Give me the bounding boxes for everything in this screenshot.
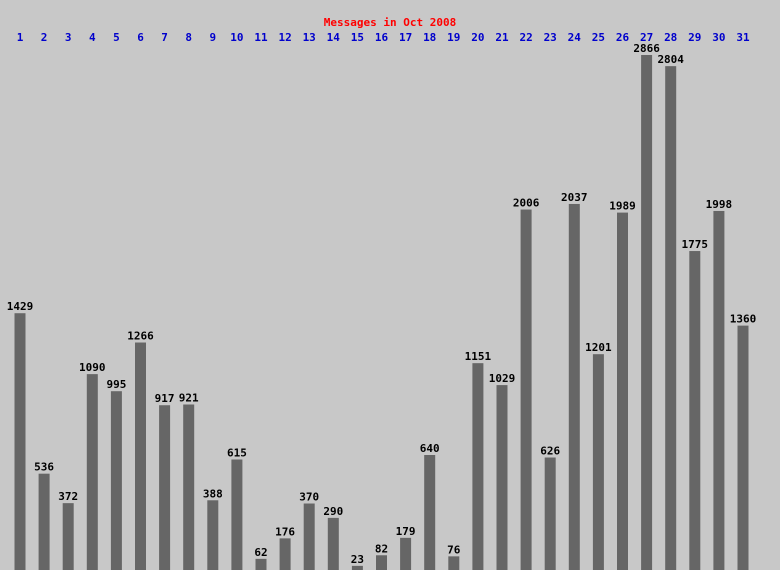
value-label: 2804 — [657, 53, 684, 66]
x-tick-label: 6 — [137, 31, 144, 44]
value-label: 1151 — [465, 350, 492, 363]
x-tick-label: 21 — [495, 31, 509, 44]
value-label: 23 — [351, 553, 364, 566]
bar — [279, 538, 291, 570]
bar — [327, 517, 339, 570]
value-label: 179 — [396, 525, 416, 538]
bar — [207, 500, 219, 570]
x-tick-label: 9 — [209, 31, 216, 44]
bar — [38, 473, 50, 570]
value-label: 921 — [179, 392, 199, 405]
bar — [592, 354, 604, 570]
value-label: 388 — [203, 487, 223, 500]
bar — [544, 457, 556, 570]
bar — [231, 459, 243, 570]
value-label: 615 — [227, 446, 247, 459]
x-tick-label: 10 — [230, 31, 243, 44]
x-tick-label: 28 — [664, 31, 677, 44]
bar — [737, 325, 749, 570]
bar — [496, 385, 508, 570]
bar — [135, 342, 146, 570]
x-tick-label: 11 — [254, 31, 268, 44]
value-label: 176 — [275, 525, 295, 538]
value-label: 76 — [447, 543, 461, 556]
x-tick-label: 20 — [471, 31, 484, 44]
value-label: 1029 — [489, 372, 516, 385]
bar — [448, 556, 460, 570]
value-label: 2866 — [633, 42, 660, 55]
value-label: 1989 — [609, 200, 636, 213]
x-tick-label: 4 — [89, 31, 96, 44]
value-label: 62 — [254, 546, 267, 559]
x-tick-label: 25 — [592, 31, 605, 44]
x-tick-label: 19 — [447, 31, 460, 44]
chart-title: Messages in Oct 2008 — [324, 16, 456, 29]
bar — [665, 66, 677, 570]
x-tick-label: 27 — [640, 31, 653, 44]
x-tick-label: 1 — [17, 31, 24, 44]
value-label: 370 — [299, 491, 319, 504]
value-label: 1360 — [730, 313, 757, 326]
bar — [62, 503, 74, 570]
value-label: 1266 — [127, 330, 154, 343]
bar — [14, 313, 26, 570]
bar — [351, 565, 363, 570]
value-label: 372 — [58, 490, 78, 503]
value-label: 1775 — [682, 238, 709, 251]
bar — [424, 454, 436, 570]
bar — [376, 555, 387, 570]
value-label: 2037 — [561, 191, 588, 204]
x-tick-label: 5 — [113, 31, 120, 44]
bar — [713, 210, 725, 570]
x-tick-label: 3 — [65, 31, 72, 44]
x-tick-label: 31 — [736, 31, 750, 44]
bar — [255, 558, 267, 570]
bar — [110, 391, 122, 570]
bar — [183, 404, 195, 570]
bar — [520, 209, 532, 570]
value-label: 640 — [420, 442, 440, 455]
value-label: 290 — [323, 505, 343, 518]
value-label: 1998 — [706, 198, 733, 211]
value-label: 626 — [540, 445, 560, 458]
x-tick-label: 8 — [185, 31, 192, 44]
x-tick-label: 18 — [423, 31, 436, 44]
value-label: 536 — [34, 461, 54, 474]
bar — [689, 251, 701, 570]
bar — [400, 537, 412, 570]
bar — [159, 405, 171, 570]
value-label: 2006 — [513, 197, 540, 210]
bar — [86, 374, 98, 570]
x-tick-label: 12 — [278, 31, 291, 44]
x-tick-label: 23 — [544, 31, 557, 44]
value-label: 995 — [106, 378, 126, 391]
x-tick-label: 17 — [399, 31, 412, 44]
value-label: 1201 — [585, 341, 612, 354]
x-tick-label: 15 — [351, 31, 364, 44]
bar — [641, 55, 653, 570]
value-label: 1090 — [79, 361, 106, 374]
x-tick-label: 14 — [327, 31, 341, 44]
bar — [568, 203, 580, 570]
bar — [303, 503, 315, 570]
bar — [617, 212, 628, 570]
x-tick-label: 13 — [303, 31, 316, 44]
x-tick-label: 26 — [616, 31, 630, 44]
x-tick-label: 24 — [568, 31, 582, 44]
value-label: 1429 — [7, 300, 34, 313]
x-tick-label: 7 — [161, 31, 168, 44]
x-tick-label: 29 — [688, 31, 701, 44]
bar — [472, 363, 484, 570]
x-tick-label: 30 — [712, 31, 725, 44]
value-label: 82 — [375, 542, 388, 555]
x-tick-label: 22 — [519, 31, 532, 44]
value-label: 917 — [155, 392, 175, 405]
x-tick-label: 2 — [41, 31, 48, 44]
x-tick-label: 16 — [375, 31, 389, 44]
